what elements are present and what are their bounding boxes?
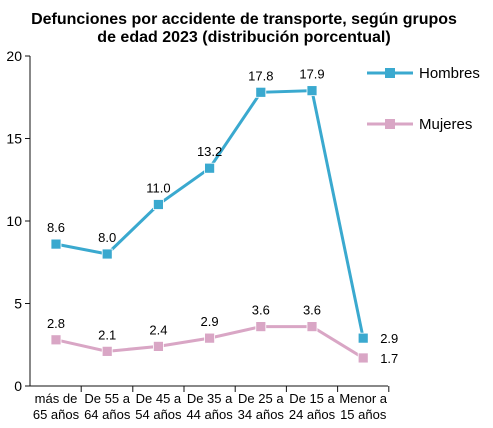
data-label: 8.6 (47, 220, 65, 235)
legend-label: Hombres (419, 65, 480, 82)
legend-marker (385, 68, 395, 78)
data-label: 1.7 (380, 351, 398, 366)
x-tick-label: 54 años (135, 407, 182, 422)
x-tick-label: 15 años (340, 407, 387, 422)
legend: Hombres Mujeres (367, 65, 480, 133)
x-tick-label: 34 años (238, 407, 285, 422)
data-label: 3.6 (303, 303, 321, 318)
data-point-marker (50, 334, 62, 346)
data-label: 11.0 (146, 181, 170, 196)
data-point-marker (204, 332, 216, 344)
legend-label: Mujeres (419, 116, 472, 133)
series-line-hombres (55, 89, 365, 339)
legend-marker (385, 119, 395, 129)
data-point-marker (101, 248, 113, 260)
y-tick-label: 5 (14, 296, 22, 312)
data-label: 2.8 (47, 316, 65, 331)
x-tick-label: De 25 a (238, 391, 284, 406)
y-tick-label: 10 (6, 213, 22, 229)
x-tick-label: 65 años (33, 407, 80, 422)
data-label: 2.9 (380, 331, 398, 346)
data-label: 17.8 (248, 68, 273, 83)
data-point-marker (255, 321, 267, 333)
y-tick-label: 20 (6, 48, 22, 64)
x-tick-label: De 15 a (289, 391, 335, 406)
y-ticks: 0 5 10 15 20 (6, 48, 30, 394)
data-label: 3.6 (252, 303, 270, 318)
x-tick-label: 64 años (84, 407, 131, 422)
data-point-marker (255, 86, 267, 98)
data-point-marker (357, 332, 369, 344)
y-tick-label: 15 (6, 131, 22, 147)
data-label: 2.1 (98, 327, 116, 342)
data-point-marker (357, 352, 369, 364)
data-point-marker (204, 162, 216, 174)
x-tick-label: De 35 a (187, 391, 233, 406)
data-point-marker (50, 238, 62, 250)
data-label: 8.0 (98, 230, 116, 245)
x-tick-label: 44 años (186, 407, 233, 422)
x-tick-label: más de (35, 391, 78, 406)
data-label: 2.4 (149, 322, 167, 337)
y-tick-label: 0 (14, 378, 22, 394)
data-point-marker (152, 340, 164, 352)
chart-title-line-1: Defunciones por accidente de transporte,… (31, 11, 457, 28)
data-point-marker (306, 85, 318, 97)
x-tick-label: De 45 a (136, 391, 182, 406)
data-point-marker (101, 345, 113, 357)
data-label: 13.2 (197, 144, 222, 159)
x-tick-label: 24 años (289, 407, 336, 422)
data-label: 2.9 (201, 314, 219, 329)
x-tick-label: De 55 a (84, 391, 130, 406)
x-tick-label: Menor a (339, 391, 387, 406)
series-group: 8.6 8.0 11.0 13.2 17.8 17.9 2.9 2.8 2.1 2.4 2.9 3.6… (47, 67, 398, 366)
data-point-marker (306, 321, 318, 333)
data-point-marker (152, 199, 164, 210)
chart-title-line-2: de edad 2023 (distribución porcentual) (97, 29, 390, 46)
data-label: 17.9 (299, 67, 324, 82)
